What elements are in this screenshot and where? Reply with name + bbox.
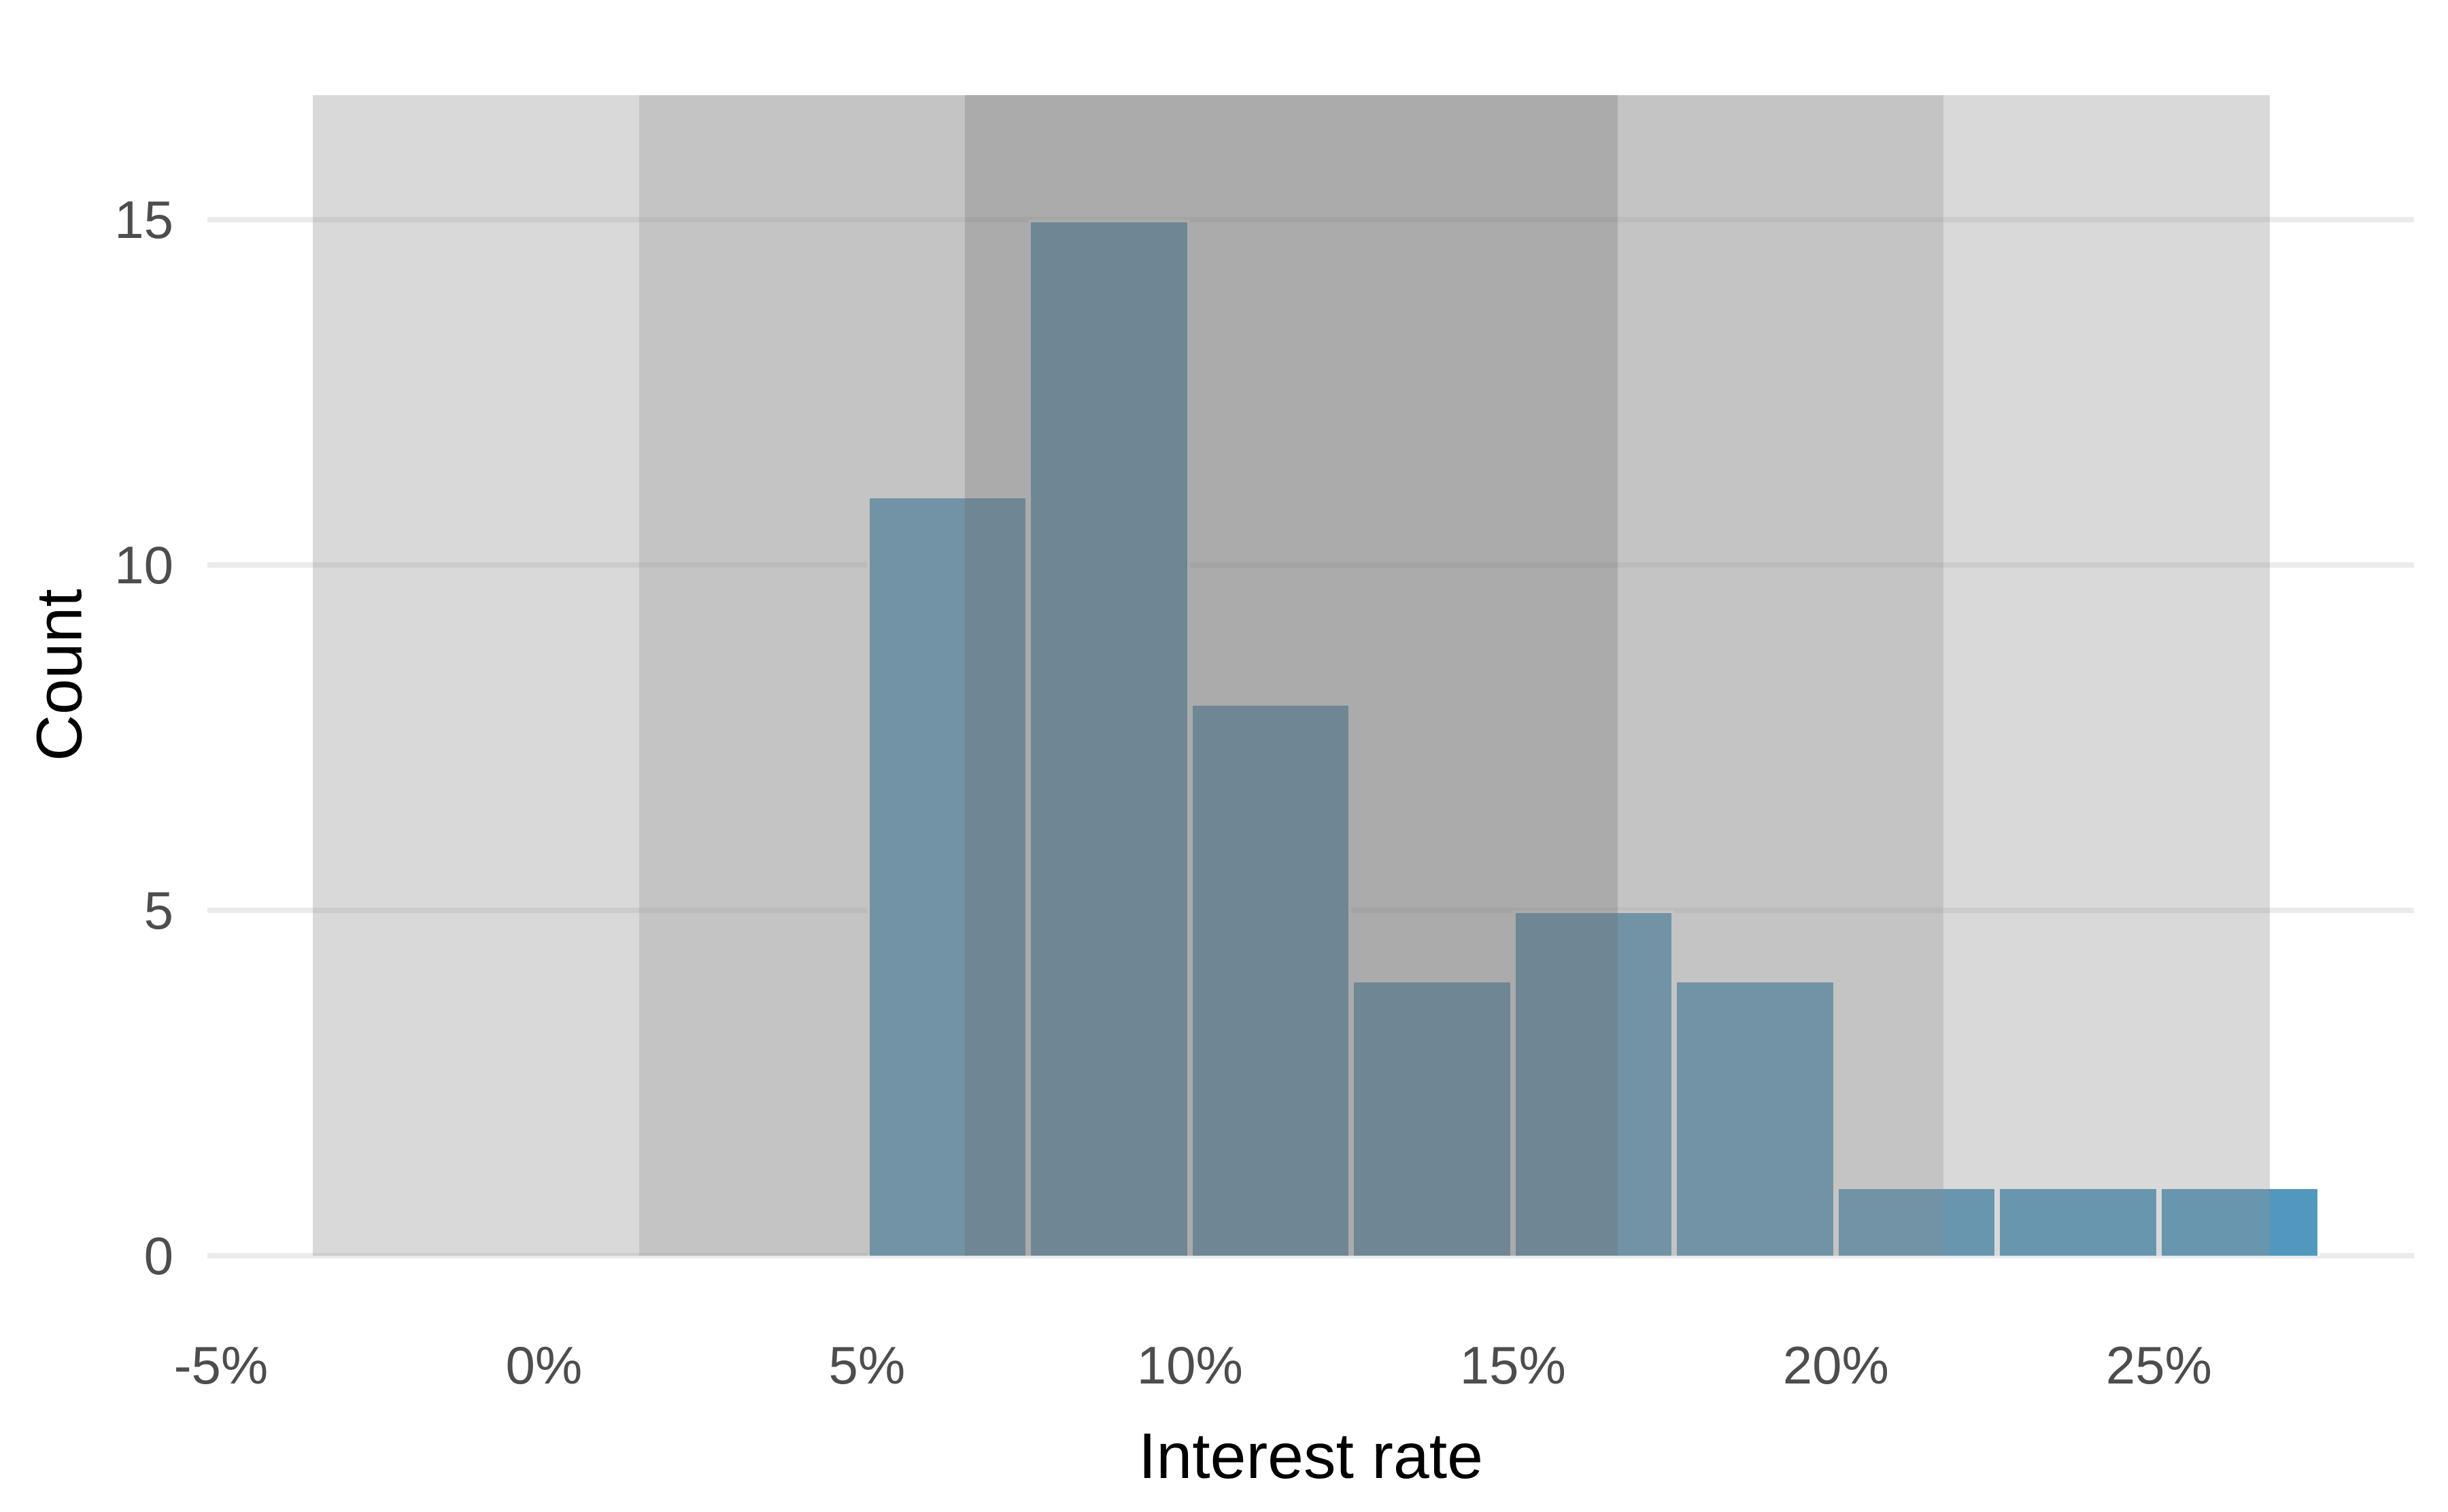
histogram-bar bbox=[1997, 1186, 2159, 1256]
inner-band-rect bbox=[965, 95, 1618, 1256]
histogram-bar bbox=[1028, 219, 1190, 1256]
x-tick-label: 15% bbox=[1459, 1335, 1566, 1395]
y-tick-label: 15 bbox=[114, 189, 173, 250]
horizontal-gridline bbox=[207, 1253, 2414, 1258]
x-tick-label: 25% bbox=[2105, 1335, 2212, 1395]
y-axis-title: Count bbox=[23, 589, 96, 761]
horizontal-gridline bbox=[207, 562, 2414, 568]
outer-band-rect bbox=[312, 95, 2271, 1256]
histogram-bar bbox=[1835, 1186, 1998, 1256]
x-tick-label: 0% bbox=[505, 1335, 583, 1395]
x-tick-label: 10% bbox=[1136, 1335, 1243, 1395]
x-tick-label: 20% bbox=[1782, 1335, 1889, 1395]
plot-panel bbox=[207, 95, 2414, 1258]
histogram-bar bbox=[1674, 979, 1836, 1256]
histogram-bar bbox=[1351, 979, 1513, 1256]
middle-band-rect bbox=[639, 95, 1944, 1256]
y-tick-label: 10 bbox=[114, 534, 173, 595]
horizontal-gridline bbox=[207, 216, 2414, 222]
x-axis-title: Interest rate bbox=[1138, 1420, 1483, 1492]
y-tick-label: 0 bbox=[143, 1226, 173, 1286]
x-tick-label: 5% bbox=[828, 1335, 906, 1395]
histogram-bar bbox=[1189, 703, 1352, 1256]
histogram-bar bbox=[866, 496, 1029, 1256]
histogram-bar bbox=[2158, 1186, 2321, 1256]
y-tick-label: 5 bbox=[143, 880, 173, 940]
histogram-bar bbox=[1512, 910, 1675, 1256]
x-tick-label: -5% bbox=[173, 1335, 269, 1395]
